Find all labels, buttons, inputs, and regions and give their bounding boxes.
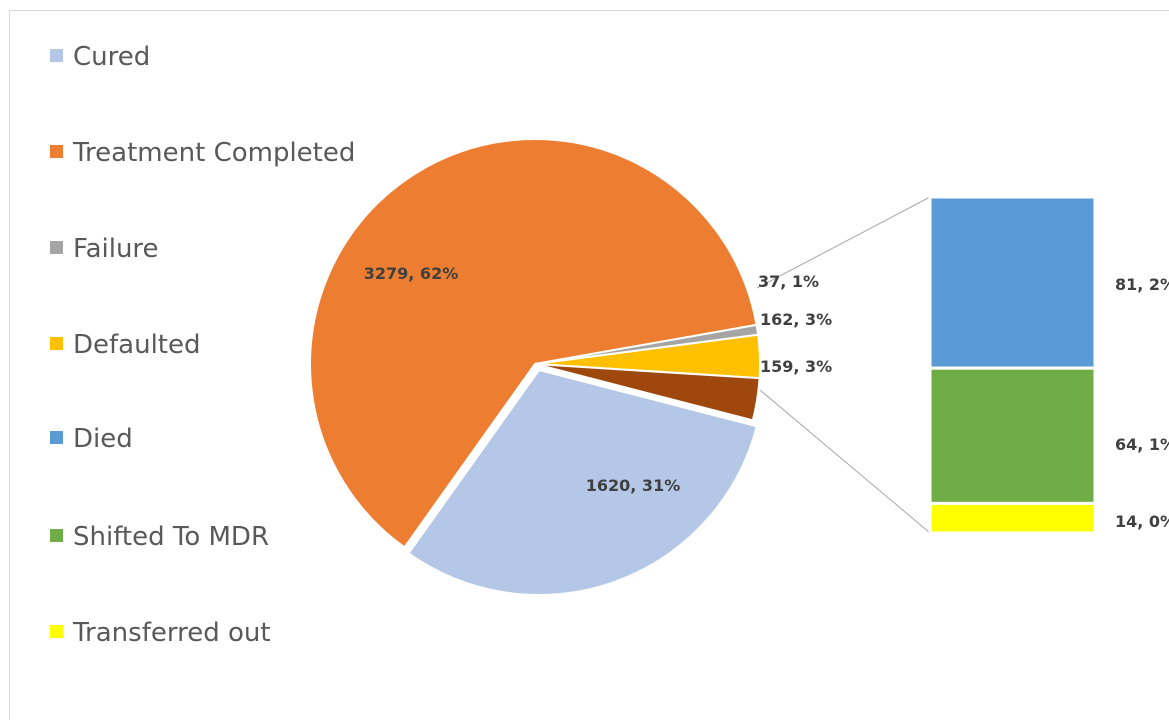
data-label-transferred-out: 14, 0%	[1115, 512, 1169, 531]
data-label-treatment-completed: 3279, 62%	[364, 264, 458, 283]
legend-label-failure: Failure	[73, 234, 159, 264]
legend-label-cured: Cured	[73, 42, 151, 72]
pie-slice-other	[534, 363, 761, 422]
legend-item-died: Died	[50, 424, 133, 454]
chart-frame	[9, 10, 1169, 720]
legend-swatch-shifted-to-mdr	[50, 529, 63, 542]
legend-swatch-died	[50, 431, 63, 444]
legend-item-defaulted: Defaulted	[50, 330, 201, 360]
legend-swatch-failure	[50, 241, 63, 254]
legend-label-died: Died	[73, 424, 133, 454]
legend-item-cured: Cured	[50, 42, 150, 72]
data-label-shifted-to-mdr: 64, 1%	[1115, 435, 1169, 454]
legend-swatch-defaulted	[50, 337, 63, 350]
data-label-failure: 37, 1%	[758, 272, 819, 291]
data-label-died: 81, 2%	[1115, 275, 1169, 294]
legend-item-transferred-out: Transferred out	[50, 618, 271, 648]
legend-swatch-transferred-out	[50, 625, 63, 638]
bar-segment-died	[928, 195, 1097, 370]
legend-label-transferred-out: Transferred out	[73, 618, 271, 648]
data-label-cured: 1620, 31%	[586, 476, 680, 495]
bar-segment-shifted-to-mdr	[928, 366, 1097, 505]
connector-line-bottom	[759, 389, 931, 534]
data-label-other: 159, 3%	[760, 357, 832, 376]
pie-slice-treatment-completed	[309, 138, 758, 549]
pie-slice-cured	[407, 368, 759, 596]
legend-label-treatment-completed: Treatment Completed	[73, 138, 356, 168]
data-label-defaulted: 162, 3%	[760, 310, 832, 329]
bar-segment-transferred-out	[928, 501, 1097, 535]
legend-item-shifted-to-mdr: Shifted To MDR	[50, 522, 269, 552]
legend-swatch-cured	[50, 49, 63, 62]
legend-label-defaulted: Defaulted	[73, 330, 201, 360]
legend-item-failure: Failure	[50, 234, 159, 264]
legend-item-treatment-completed: Treatment Completed	[50, 138, 355, 168]
connector-line-top	[756, 196, 931, 289]
legend-swatch-treatment-completed	[50, 145, 63, 158]
legend-label-shifted-to-mdr: Shifted To MDR	[73, 522, 270, 552]
